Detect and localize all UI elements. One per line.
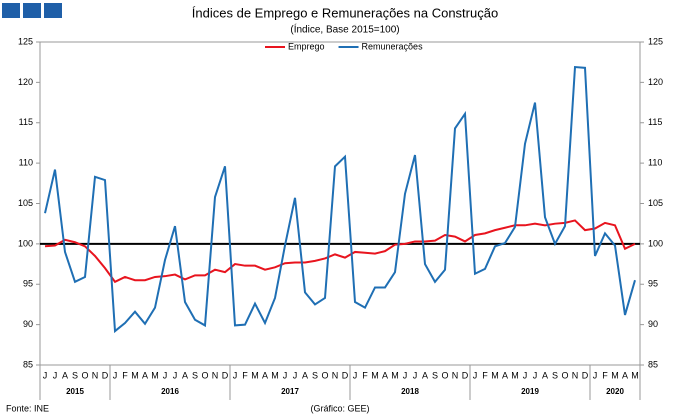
x-tick-label: J <box>593 370 598 380</box>
x-tick-label: D <box>102 370 109 380</box>
x-tick-label: N <box>212 370 219 380</box>
x-tick-label: S <box>552 370 558 380</box>
year-label: 2017 <box>281 387 299 396</box>
x-tick-label: A <box>422 370 428 380</box>
logo-square <box>23 3 41 18</box>
x-tick-label: M <box>611 370 619 380</box>
legend-label: Emprego <box>288 41 325 51</box>
x-tick-label: A <box>262 370 268 380</box>
series-line <box>44 65 636 334</box>
y2-tick-label: 110 <box>648 158 662 168</box>
x-tick-label: A <box>142 370 148 380</box>
x-tick-label: J <box>523 370 528 380</box>
y2-tick-label: 85 <box>648 359 658 369</box>
x-tick-label: F <box>602 370 608 380</box>
x-tick-label: N <box>572 370 579 380</box>
x-tick-label: A <box>622 370 628 380</box>
x-tick-label: J <box>163 370 168 380</box>
x-tick-label: M <box>391 370 399 380</box>
year-label: 2018 <box>401 387 419 396</box>
x-tick-label: A <box>542 370 548 380</box>
x-tick-label: A <box>302 370 308 380</box>
x-tick-label: S <box>312 370 318 380</box>
x-tick-label: J <box>53 370 58 380</box>
y2-tick-label: 100 <box>648 238 663 248</box>
x-tick-label: A <box>62 370 68 380</box>
legend-label: Remunerações <box>362 41 424 51</box>
year-label: 2015 <box>66 387 84 396</box>
x-tick-label: M <box>631 370 639 380</box>
x-tick-label: J <box>413 370 418 380</box>
chart-subtitle: (Índice, Base 2015=100) <box>290 23 399 36</box>
chart-title: Índices de Emprego e Remunerações na Con… <box>192 5 498 20</box>
x-tick-label: J <box>533 370 538 380</box>
x-tick-label: M <box>271 370 279 380</box>
x-tick-label: J <box>403 370 408 380</box>
y-tick-label: 100 <box>18 238 33 248</box>
credit: (Gráfico: GEE) <box>310 403 369 413</box>
x-tick-label: M <box>151 370 159 380</box>
x-tick-label: N <box>332 370 339 380</box>
y-tick-label: 85 <box>23 359 33 369</box>
source: Fonte: INE <box>6 403 49 413</box>
x-tick-label: O <box>441 370 448 380</box>
x-tick-label: D <box>462 370 469 380</box>
year-label: 2020 <box>606 387 624 396</box>
x-tick-label: O <box>201 370 208 380</box>
y-tick-label: 95 <box>23 279 33 289</box>
x-tick-label: O <box>321 370 328 380</box>
x-tick-label: J <box>43 370 48 380</box>
y2-tick-label: 95 <box>648 279 658 289</box>
x-tick-label: M <box>131 370 139 380</box>
y2-tick-label: 115 <box>648 117 662 127</box>
x-tick-label: D <box>222 370 229 380</box>
y2-tick-label: 125 <box>648 36 663 46</box>
x-tick-label: J <box>473 370 478 380</box>
x-tick-label: S <box>432 370 438 380</box>
x-tick-label: M <box>511 370 519 380</box>
x-tick-label: J <box>353 370 358 380</box>
logo-square <box>2 3 20 18</box>
y-tick-label: 115 <box>19 117 33 127</box>
x-tick-label: J <box>173 370 178 380</box>
x-tick-label: O <box>81 370 88 380</box>
y-tick-label: 120 <box>18 77 33 87</box>
x-tick-label: N <box>92 370 99 380</box>
x-tick-label: J <box>233 370 238 380</box>
x-tick-label: A <box>382 370 388 380</box>
y-tick-label: 90 <box>23 319 33 329</box>
year-label: 2016 <box>161 387 179 396</box>
year-label: 2019 <box>521 387 539 396</box>
x-tick-label: A <box>502 370 508 380</box>
x-tick-label: J <box>113 370 118 380</box>
x-tick-label: O <box>561 370 568 380</box>
y2-tick-label: 90 <box>648 319 658 329</box>
x-tick-label: S <box>192 370 198 380</box>
x-tick-label: F <box>122 370 128 380</box>
x-tick-label: J <box>293 370 298 380</box>
x-tick-label: A <box>182 370 188 380</box>
x-tick-label: D <box>342 370 349 380</box>
logo-square <box>44 3 62 18</box>
x-tick-label: M <box>251 370 259 380</box>
x-tick-label: J <box>283 370 288 380</box>
x-tick-label: S <box>72 370 78 380</box>
x-tick-label: D <box>582 370 589 380</box>
x-tick-label: F <box>242 370 248 380</box>
y-tick-label: 110 <box>19 158 33 168</box>
y2-tick-label: 120 <box>648 77 663 87</box>
y2-tick-label: 105 <box>648 198 663 208</box>
y-tick-label: 105 <box>18 198 33 208</box>
y-tick-label: 125 <box>18 36 33 46</box>
x-tick-label: F <box>482 370 488 380</box>
series-line <box>44 219 636 284</box>
x-tick-label: F <box>362 370 368 380</box>
x-tick-label: M <box>371 370 379 380</box>
x-tick-label: M <box>491 370 499 380</box>
x-tick-label: N <box>452 370 459 380</box>
